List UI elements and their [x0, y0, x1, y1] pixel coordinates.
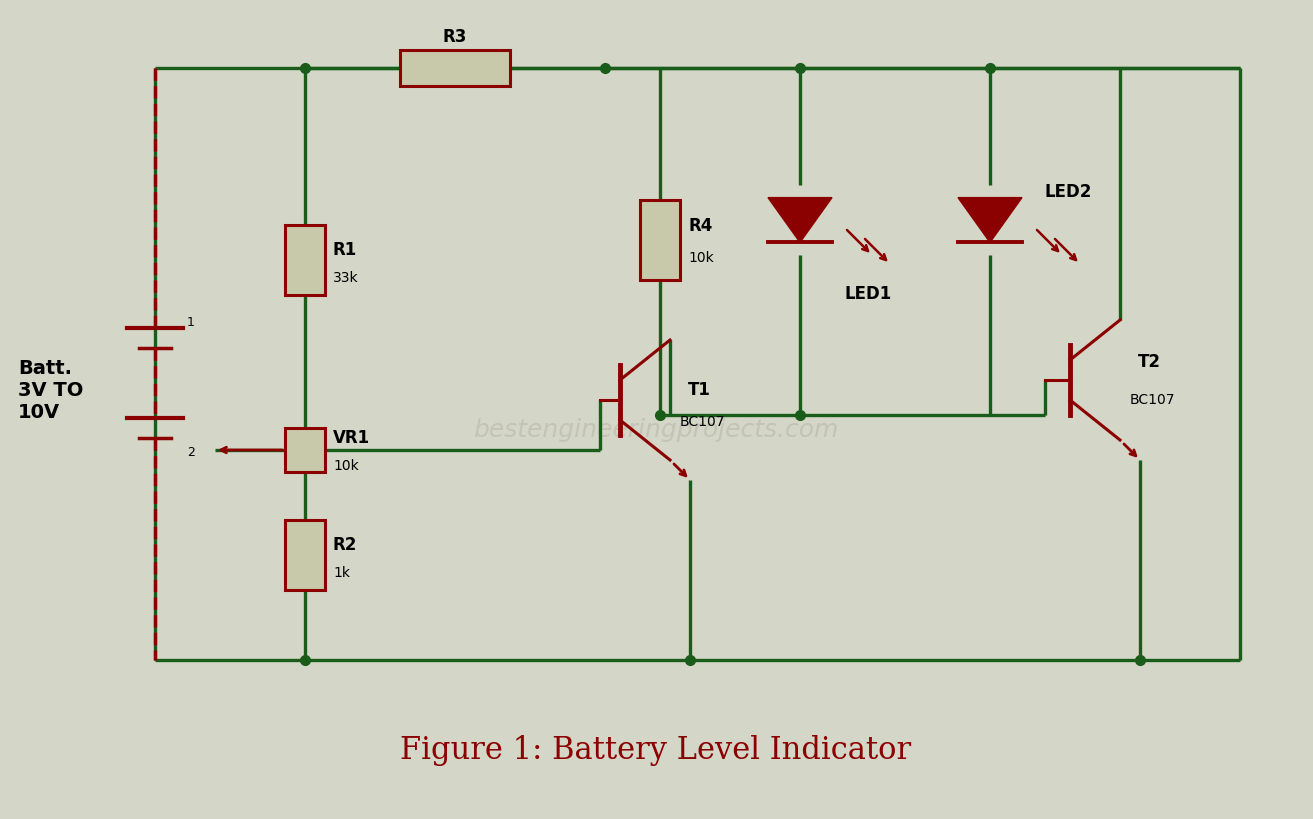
Bar [285, 428, 326, 472]
Text: 33k: 33k [334, 271, 358, 285]
Text: Batt.
3V TO
10V: Batt. 3V TO 10V [18, 359, 83, 422]
Text: 1k: 1k [334, 566, 351, 580]
Bar [285, 225, 326, 295]
Polygon shape [958, 197, 1022, 242]
Text: LED2: LED2 [1045, 183, 1092, 201]
Text: 2: 2 [186, 446, 194, 459]
Bar [400, 50, 509, 86]
Text: 10k: 10k [688, 251, 714, 265]
Text: 1: 1 [186, 315, 194, 328]
Text: R1: R1 [334, 241, 357, 259]
Text: 1k: 1k [446, 72, 463, 86]
Text: T2: T2 [1138, 353, 1161, 371]
Text: bestengineeringprojects.com: bestengineeringprojects.com [473, 418, 839, 442]
Bar [285, 520, 326, 590]
Text: Figure 1: Battery Level Indicator: Figure 1: Battery Level Indicator [400, 735, 911, 766]
Text: R4: R4 [688, 217, 713, 235]
Text: R2: R2 [334, 536, 357, 554]
Text: T1: T1 [688, 381, 710, 399]
Polygon shape [768, 197, 832, 242]
Text: 10k: 10k [334, 459, 358, 473]
Bar [639, 200, 680, 280]
Text: BC107: BC107 [680, 415, 726, 429]
Text: BC107: BC107 [1130, 393, 1175, 407]
Text: LED1: LED1 [846, 285, 893, 303]
Text: R3: R3 [442, 28, 467, 46]
Text: VR1: VR1 [334, 429, 370, 447]
